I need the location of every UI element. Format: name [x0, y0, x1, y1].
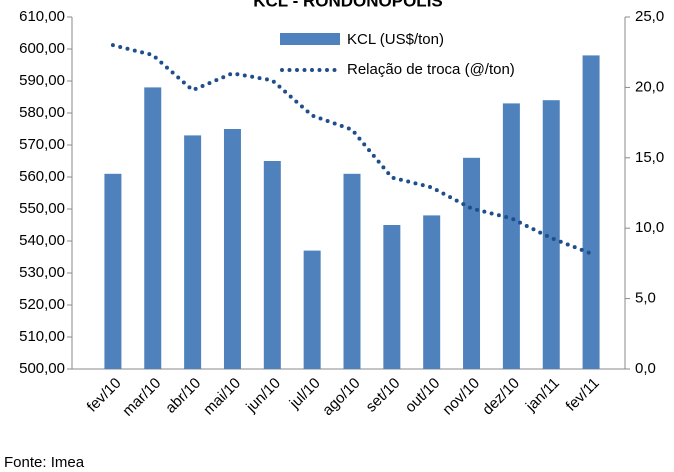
y-tick-label: 520,00 [19, 296, 65, 313]
bar [184, 135, 202, 369]
bar [104, 173, 122, 369]
y-tick-label: 510,00 [19, 328, 65, 345]
y-tick-label: 540,00 [19, 232, 65, 249]
x-tick-label: fev/10 [84, 375, 125, 416]
y-tick-label: 560,00 [19, 168, 65, 185]
x-tick-label: set/10 [363, 375, 404, 416]
y2-tick-label: 0,0 [635, 360, 656, 377]
bar [423, 215, 441, 369]
source: Fonte: Imea [4, 454, 85, 471]
x-tick-label: mar/10 [119, 375, 164, 420]
bar [223, 129, 241, 369]
y2-tick-label: 20,0 [635, 78, 664, 95]
y-tick-label: 580,00 [19, 104, 65, 121]
legend-label: KCL (US$/ton) [347, 31, 444, 48]
y-tick-label: 610,00 [19, 8, 65, 25]
chart-title: KCL - RONDONÓPOLIS [253, 0, 443, 10]
y-tick-label: 500,00 [19, 360, 65, 377]
bar [582, 55, 600, 370]
y2-tick-label: 5,0 [635, 290, 656, 307]
bar [144, 87, 162, 370]
y-tick-label: 570,00 [19, 136, 65, 153]
y2-tick-label: 15,0 [635, 149, 664, 166]
y-tick-label: 590,00 [19, 72, 65, 89]
y2-tick-label: 10,0 [635, 219, 664, 236]
legend-label: Relação de troca (@/ton) [347, 61, 515, 78]
x-tick-label: out/10 [402, 375, 444, 417]
x-tick-label: jun/10 [242, 375, 284, 417]
bar [303, 250, 321, 369]
x-tick-label: mai/10 [200, 375, 244, 419]
x-tick-label: abr/10 [162, 375, 204, 417]
x-tick-label: nov/10 [439, 375, 483, 419]
bar [343, 173, 361, 369]
x-tick-label: ago/10 [319, 375, 363, 419]
x-tick-label: dez/10 [479, 375, 523, 419]
bar [542, 100, 560, 369]
x-tick-label: jan/11 [522, 375, 563, 416]
y2-tick-label: 25,0 [635, 8, 664, 25]
bar [502, 103, 520, 370]
y-tick-label: 550,00 [19, 200, 65, 217]
bar [383, 225, 401, 369]
bar [263, 161, 281, 369]
x-tick-label: fev/11 [563, 375, 603, 415]
y-tick-label: 530,00 [19, 264, 65, 281]
y-tick-label: 600,00 [19, 40, 65, 57]
bar [463, 157, 481, 369]
legend-swatch [280, 33, 340, 45]
